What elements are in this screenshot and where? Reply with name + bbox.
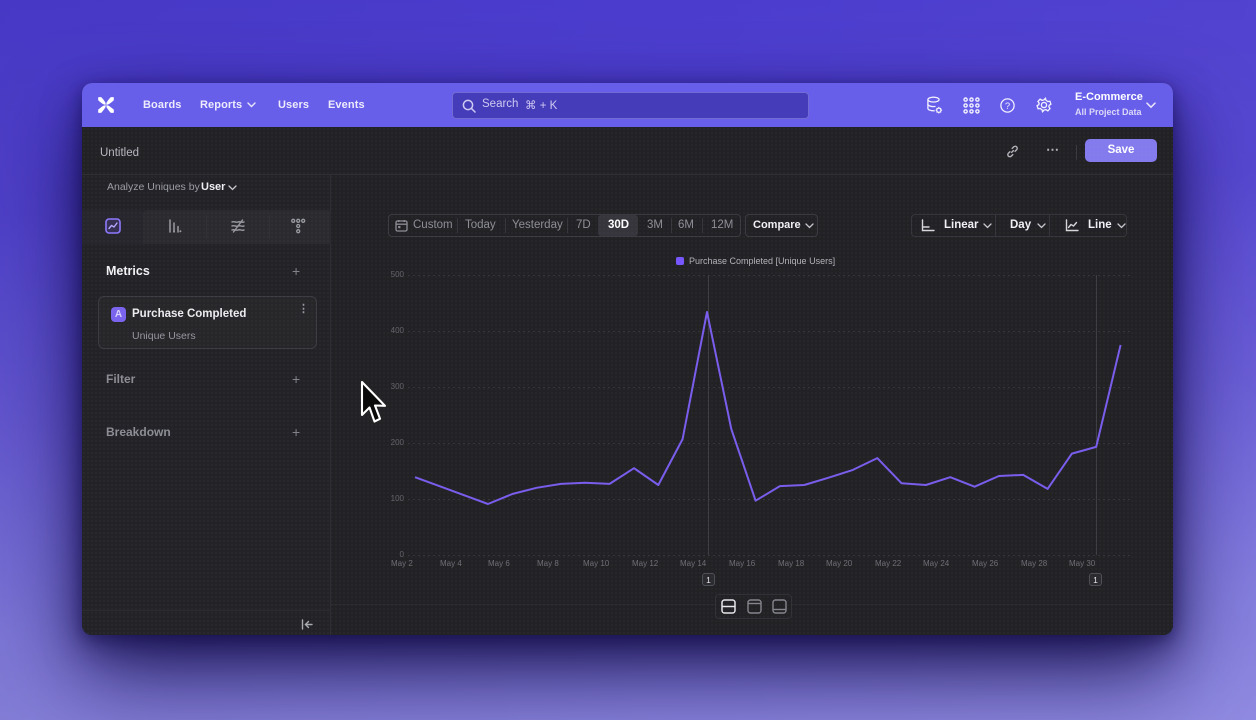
svg-text:?: ? xyxy=(1005,101,1010,112)
